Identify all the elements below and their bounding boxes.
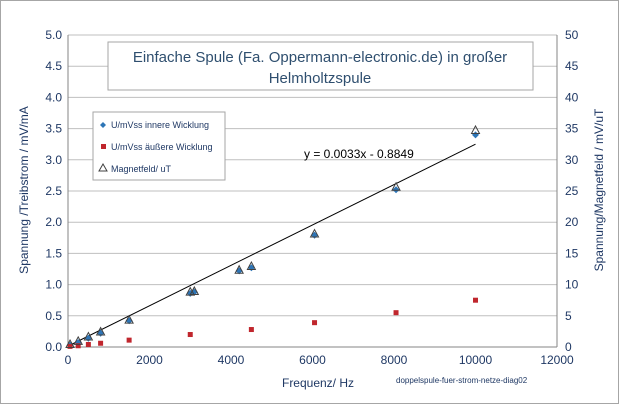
y2-tick-label: 10 [565, 278, 579, 292]
legend-marker-square [101, 144, 106, 149]
data-point-inner-winding [392, 186, 400, 194]
chart-title-line-2: Helmholtzspule [269, 70, 372, 87]
x-tick-label: 12000 [540, 353, 574, 367]
trendline-line [69, 143, 476, 346]
y2-tick-label: 40 [565, 90, 579, 104]
data-point-magnetic-field [65, 338, 75, 349]
data-point-outer-winding [67, 343, 73, 349]
y-tick-label: 5.0 [45, 28, 62, 42]
y2-tick-label: 30 [565, 153, 579, 167]
x-axis-title: Frequenz/ Hz [282, 376, 354, 390]
data-point-outer-winding [393, 310, 399, 316]
y-tick-label: 4.0 [45, 90, 62, 104]
data-point-magnetic-field [95, 326, 106, 336]
data-point-magnetic-field [83, 331, 94, 341]
y2-tick-label: 45 [565, 59, 579, 73]
legend: U/mVss innere Wicklung U/mVss äußere Wic… [92, 111, 226, 181]
y2-tick-label: 35 [565, 122, 579, 136]
y2-tick-label: 5 [565, 309, 572, 323]
data-point-inner-winding [84, 334, 92, 342]
legend-label-outer: U/mVss äußere Wicklung [111, 142, 213, 152]
data-point-outer-winding [85, 342, 91, 348]
y-tick-label: 4.5 [45, 59, 62, 73]
data-point-magnetic-field [309, 228, 320, 238]
y2-tick-label: 50 [565, 28, 579, 42]
y-tick-label: 3.0 [45, 153, 62, 167]
data-point-outer-winding [98, 340, 104, 346]
legend-marker-triangle [98, 162, 108, 172]
data-point-inner-winding [247, 264, 255, 272]
y-tick-label: 0.5 [45, 309, 62, 323]
y2-tick-label: 20 [565, 215, 579, 229]
x-tick-label: 6000 [299, 353, 326, 367]
y-tick-label: 2.0 [45, 215, 62, 229]
data-point-magnetic-field [234, 264, 244, 274]
chart-title-line-1: Einfache Spule (Fa. Oppermann-electronic… [133, 49, 507, 66]
y-tick-label: 2.5 [45, 184, 62, 198]
y-tick-label: 1.0 [45, 278, 62, 292]
x-tick-label: 2000 [136, 353, 163, 367]
x-tick-label: 0 [65, 353, 72, 367]
data-point-magnetic-field [391, 181, 401, 191]
data-point-outer-winding [75, 343, 81, 349]
title-box: Einfache Spule (Fa. Oppermann-electronic… [107, 41, 534, 91]
legend-box [92, 111, 226, 181]
x-tick-label: 8000 [381, 353, 408, 367]
data-point-outer-winding [126, 337, 132, 343]
y-tick-label: 3.5 [45, 122, 62, 136]
data-point-outer-winding [473, 297, 478, 303]
tick-labels: 0.0 0.5 1.0 1.5 2.0 2.5 3.0 3.5 4.0 4.5 5.0 0 5 10 15 2… [45, 28, 578, 367]
data-point-outer-winding [312, 320, 318, 326]
y-axis-title: Spannung /Treibstrom / mV/mA [17, 106, 31, 274]
title-box-border [107, 41, 534, 91]
legend-marker-diamond [100, 122, 106, 128]
data-points [65, 124, 481, 349]
trendline-equation: y = 0.0033x - 0.8849 [304, 147, 414, 161]
data-point-magnetic-field [189, 285, 200, 295]
data-point-magnetic-field [246, 260, 257, 271]
data-point-magnetic-field [73, 335, 84, 345]
data-point-outer-winding [248, 327, 254, 333]
legend-label-field: Magnetfeld/ uT [111, 164, 172, 174]
x-tick-label: 4000 [218, 353, 245, 367]
trendline [69, 143, 476, 346]
y-tick-label: 1.5 [45, 246, 62, 260]
y2-tick-label: 15 [565, 246, 579, 260]
x-tick-label: 10000 [459, 353, 493, 367]
data-point-outer-winding [187, 332, 193, 338]
data-point-inner-winding [472, 131, 479, 139]
y2-tick-label: 25 [565, 184, 579, 198]
source-note: doppelspule-fuer-strom-netze-diag02 [396, 376, 528, 385]
legend-label-inner: U/mVss innere Wicklung [111, 120, 209, 130]
data-point-inner-winding [311, 231, 319, 239]
y-tick-label: 0.0 [45, 340, 62, 354]
axes [67, 35, 558, 348]
data-point-magnetic-field [124, 314, 134, 324]
y2-tick-label: 0 [565, 340, 572, 354]
data-point-magnetic-field [470, 124, 481, 134]
y2-axis-title: Spannung/Magnetfeld / mV/uT [592, 108, 606, 271]
